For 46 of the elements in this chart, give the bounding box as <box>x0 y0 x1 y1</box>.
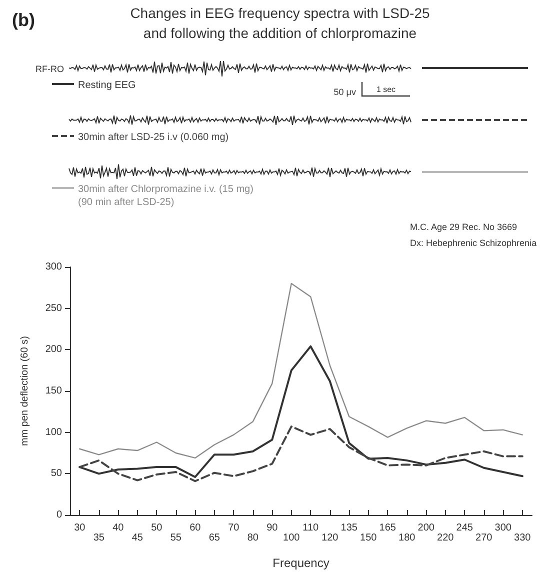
x-tick-label: 100 <box>283 532 300 544</box>
text: (b) <box>12 10 35 30</box>
line-series <box>78 426 524 482</box>
x-tick-label: 270 <box>476 532 493 544</box>
x-tick-label: 300 <box>494 522 512 534</box>
x-tick-label: 80 <box>247 532 259 544</box>
line-series <box>79 282 523 459</box>
line-series <box>78 345 524 478</box>
x-tick-label: 45 <box>132 532 144 544</box>
x-tick-label: 70 <box>228 522 240 534</box>
x-tick-label: 150 <box>360 532 378 544</box>
x-tick-label: 245 <box>456 522 474 534</box>
x-tick-label: 65 <box>208 532 220 544</box>
legend-label: 30min after Chlorpromazine i.v. (15 mg) (90 min after LSD-25) <box>78 184 254 208</box>
legend-label: Resting EEG <box>78 80 136 91</box>
y-tick-label: 250 <box>45 302 62 314</box>
y-tick-label: 200 <box>45 344 62 356</box>
x-tick-label: 55 <box>170 532 182 544</box>
y-tick-label: 50 <box>50 468 62 480</box>
text: M.C. Age 29 Rec. No 3669 <box>410 222 518 232</box>
x-tick-label: 90 <box>266 522 278 534</box>
text: 1 sec <box>376 85 396 94</box>
x-tick-label: 200 <box>418 522 435 534</box>
x-axis-title: Frequency <box>272 556 330 570</box>
x-tick-label: 135 <box>340 522 358 534</box>
x-tick-label: 220 <box>437 532 454 544</box>
y-axis-title: mm pen deflection (60 s) <box>20 336 30 446</box>
y-tick-label: 100 <box>45 426 62 438</box>
x-tick-label: 330 <box>514 532 532 544</box>
x-tick-label: 40 <box>112 522 124 534</box>
x-tick-label: 35 <box>93 532 105 544</box>
chart-title: Changes in EEG frequency spectra with LSD-25 and following the addition of chlorpromazine <box>130 5 430 41</box>
x-tick-label: 120 <box>322 532 339 544</box>
y-tick-label: 300 <box>45 262 62 272</box>
legend-label: 30min after LSD-25 i.v (0.060 mg) <box>78 132 229 143</box>
x-tick-label: 180 <box>398 532 416 544</box>
x-tick-label: 60 <box>190 522 202 534</box>
y-tick-label: 0 <box>56 510 62 520</box>
text: Dx: Hebephrenic Schizophrenia <box>410 238 537 248</box>
x-tick-label: 110 <box>302 522 320 534</box>
x-tick-label: 30 <box>74 522 86 534</box>
x-tick-label: 50 <box>151 522 163 534</box>
text: RF-RO <box>36 64 64 74</box>
text: 50 μv <box>334 87 356 97</box>
x-tick-label: 165 <box>379 522 396 534</box>
y-tick-label: 150 <box>45 386 62 396</box>
